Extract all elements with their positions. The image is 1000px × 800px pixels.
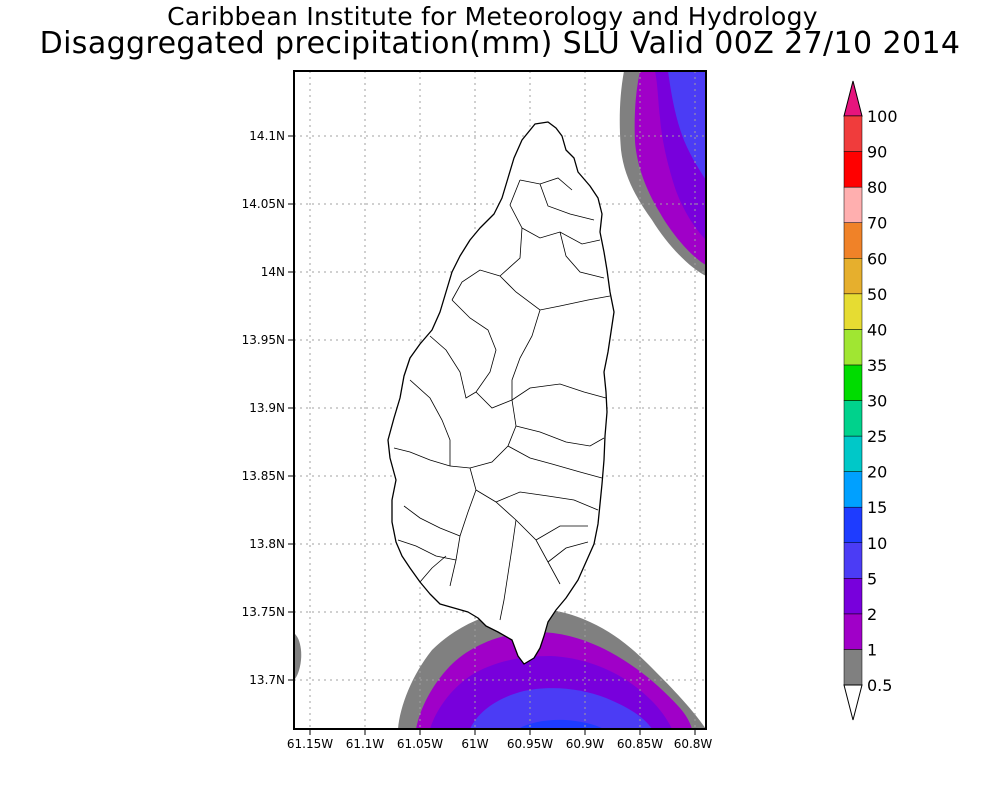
colorbar-label: 40 (867, 320, 887, 339)
lon-tick-label: 61.1W (346, 737, 385, 751)
colorbar-segment (843, 329, 863, 366)
colorbar-label: 5 (867, 569, 877, 588)
colorbar-label: 80 (867, 178, 887, 197)
lon-tick-label: 60.8W (674, 737, 713, 751)
colorbar-segment (843, 506, 863, 543)
lat-tick-label: 13.9N (249, 401, 285, 415)
colorbar-label: 25 (867, 427, 887, 446)
colorbar-label: 1 (867, 640, 877, 659)
lat-tick-label: 13.8N (249, 537, 285, 551)
colorbar-bottom-arrow (843, 684, 863, 721)
colorbar-segment (843, 471, 863, 508)
lat-tick-label: 14N (261, 265, 285, 279)
precip-s-5-10 (470, 688, 652, 729)
lon-axis: 61.15W 61.1W 61.05W 61W 60.95W 60.9W 60.… (287, 729, 713, 751)
institution-title: Caribbean Institute for Meteorology and … (167, 2, 818, 31)
colorbar-label: 90 (867, 143, 887, 162)
colorbar-segment (843, 400, 863, 437)
colorbar-label: 20 (867, 463, 887, 482)
colorbar-label: 35 (867, 356, 887, 375)
lat-tick-label: 13.85N (242, 469, 285, 483)
colorbar-label: 50 (867, 285, 887, 304)
colorbar-segment (843, 293, 863, 330)
lon-tick-label: 60.9W (566, 737, 605, 751)
lat-tick-label: 14.1N (249, 129, 285, 143)
colorbar-label: 0.5 (867, 676, 892, 695)
colorbar-segment (843, 364, 863, 401)
colorbar-segment (843, 186, 863, 223)
lat-tick-label: 13.75N (242, 605, 285, 619)
colorbar-segment (843, 542, 863, 579)
colorbar-label: 15 (867, 498, 887, 517)
colorbar-label: 60 (867, 249, 887, 268)
lon-tick-label: 60.95W (507, 737, 553, 751)
precip-s-10-15 (518, 719, 604, 729)
lat-axis: 14.1N 14.05N 14N 13.95N 13.9N 13.85N 13.… (242, 129, 294, 687)
colorbar-segment (843, 258, 863, 295)
island-outline (387, 121, 615, 665)
colorbar-label: 100 (867, 107, 898, 126)
lat-tick-label: 13.7N (249, 673, 285, 687)
colorbar-segment (843, 222, 863, 259)
island-saint-lucia (387, 121, 615, 665)
colorbar-segment (843, 435, 863, 472)
product-title: Disaggregated precipitation(mm) SLU Vali… (39, 26, 961, 61)
lon-tick-label: 61W (461, 737, 488, 751)
map-frame (293, 70, 707, 730)
colorbar-label: 10 (867, 534, 887, 553)
lat-tick-label: 13.95N (242, 333, 285, 347)
colorbar-label: 70 (867, 214, 887, 233)
colorbar-segment (843, 649, 863, 686)
colorbar-segment (843, 613, 863, 650)
lon-tick-label: 61.15W (287, 737, 333, 751)
colorbar-segment (843, 151, 863, 188)
lon-tick-label: 61.05W (397, 737, 443, 751)
colorbar-label: 2 (867, 605, 877, 624)
colorbar-top-arrow (843, 80, 863, 117)
colorbar-label: 30 (867, 392, 887, 411)
colorbar-segment (843, 115, 863, 152)
colorbar-segment (843, 578, 863, 615)
lon-tick-label: 60.85W (617, 737, 663, 751)
precip-ne-5-10 (668, 71, 706, 180)
lat-tick-label: 14.05N (242, 197, 285, 211)
precip-w-edge (294, 633, 302, 680)
